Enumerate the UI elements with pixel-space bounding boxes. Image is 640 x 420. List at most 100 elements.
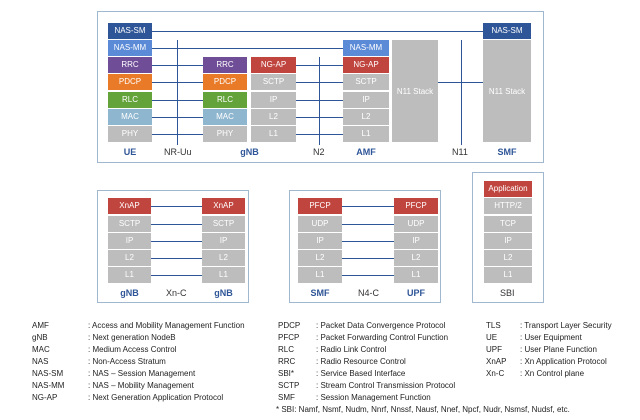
gnb-rlc: RLC xyxy=(203,92,247,108)
xn-left-xnap: XnAP xyxy=(108,198,151,214)
n11-link xyxy=(438,82,483,83)
legend-key: TLS xyxy=(486,321,501,330)
n4-mid-label: N4-C xyxy=(358,288,380,298)
legend-desc: : Session Management Function xyxy=(316,393,431,402)
legend-desc: : Non-Access Stratum xyxy=(88,357,166,366)
n2-divider xyxy=(319,57,320,145)
n4-link-3 xyxy=(342,241,394,242)
ue-nas-mm: NAS-MM xyxy=(108,40,152,56)
nruu-label: NR-Uu xyxy=(164,147,192,157)
xn-right-ip: IP xyxy=(202,233,245,249)
amf-sctp: SCTP xyxy=(343,74,389,90)
legend-key: gNB xyxy=(32,333,48,342)
n4-link-2 xyxy=(342,224,394,225)
smf-label: SMF xyxy=(497,147,517,157)
top-panel xyxy=(97,11,544,163)
legend-col-1: AMF: Access and Mobility Management Func… xyxy=(32,320,245,404)
legend-key: SBI* xyxy=(278,369,295,378)
sbi-l1: L1 xyxy=(484,267,532,283)
xn-right-l1: L1 xyxy=(202,267,245,283)
legend-desc: : NAS – Session Management xyxy=(88,369,196,378)
legend-desc: : User Plane Function xyxy=(520,345,597,354)
nruu-divider xyxy=(177,40,178,145)
gnb-label: gNB xyxy=(240,147,259,157)
sbi-ip: IP xyxy=(484,233,532,249)
legend-key: XnAP xyxy=(486,357,507,366)
legend-col-3: TLS : Transport Layer Security UE : User E… xyxy=(486,320,612,380)
gnb-l2: L2 xyxy=(251,109,296,125)
gnb-phy: PHY xyxy=(203,126,247,142)
n4-right-l1: L1 xyxy=(394,267,438,283)
legend-key: UE xyxy=(486,333,498,342)
xn-right-sctp: SCTP xyxy=(202,216,245,232)
xn-right-xnap: XnAP xyxy=(202,198,245,214)
n4-right-ip: IP xyxy=(394,233,438,249)
legend-desc: : Radio Resource Control xyxy=(316,357,406,366)
xn-left-l1: L1 xyxy=(108,267,151,283)
xn-left-label: gNB xyxy=(120,288,139,298)
legend-key: RRC xyxy=(278,357,296,366)
xn-right-label: gNB xyxy=(214,288,233,298)
n4-left-l2: L2 xyxy=(298,250,342,266)
legend-desc: : Xn Application Protocol xyxy=(520,357,607,366)
amf-label: AMF xyxy=(356,147,376,157)
ue-pdcp: PDCP xyxy=(108,74,152,90)
sbi-http2: HTTP/2 xyxy=(484,198,532,214)
amf-nas-mm: NAS-MM xyxy=(343,40,389,56)
sbi-application: Application xyxy=(484,181,532,197)
ue-rlc: RLC xyxy=(108,92,152,108)
legend-desc: : Transport Layer Security xyxy=(520,321,612,330)
ue-label: UE xyxy=(123,147,137,157)
legend-key: SMF xyxy=(278,393,295,402)
n4-left-ip: IP xyxy=(298,233,342,249)
sbi-l2: L2 xyxy=(484,250,532,266)
n4-right-label: UPF xyxy=(407,288,425,298)
xn-left-sctp: SCTP xyxy=(108,216,151,232)
legend-desc: : Packet Data Convergence Protocol xyxy=(316,321,446,330)
legend-desc: : Access and Mobility Management Functio… xyxy=(88,321,245,330)
gnb-pdcp: PDCP xyxy=(203,74,247,90)
legend-key: NG-AP xyxy=(32,393,58,402)
sbi-label: SBI xyxy=(500,288,515,298)
smf-nas-sm: NAS-SM xyxy=(483,23,531,39)
gnb-rrc: RRC xyxy=(203,57,247,73)
legend-desc: : Xn Control plane xyxy=(520,369,585,378)
xn-right-l2: L2 xyxy=(202,250,245,266)
gnb-mac: MAC xyxy=(203,109,247,125)
footnote: * SBI: Namf, Nsmf, Nudm, Nnrf, Nnssf, Na… xyxy=(276,405,570,414)
legend-col-2: PDCP: Packet Data Convergence Protocol P… xyxy=(278,320,455,404)
legend-desc: : Stream Control Transmission Protocol xyxy=(316,381,456,390)
gnb-ngap: NG-AP xyxy=(251,57,296,73)
gnb-sctp: SCTP xyxy=(251,74,296,90)
legend-key: NAS-MM xyxy=(32,381,65,390)
legend-desc: : Service Based Interface xyxy=(316,369,406,378)
n4-left-pfcp: PFCP xyxy=(298,198,342,214)
n4-left-label: SMF xyxy=(310,288,330,298)
ue-nas-sm: NAS-SM xyxy=(108,23,152,39)
ue-mac: MAC xyxy=(108,109,152,125)
sbi-tcp: TCP xyxy=(484,216,532,232)
xn-link-4 xyxy=(151,258,202,259)
amf-ngap: NG-AP xyxy=(343,57,389,73)
n4-link-5 xyxy=(342,275,394,276)
n4-link-4 xyxy=(342,258,394,259)
nas-sm-link xyxy=(151,31,483,32)
xn-mid-label: Xn-C xyxy=(166,288,187,298)
n4-left-udp: UDP xyxy=(298,216,342,232)
amf-ip: IP xyxy=(343,92,389,108)
xn-link-1 xyxy=(151,206,202,207)
gnb-l1: L1 xyxy=(251,126,296,142)
xn-left-ip: IP xyxy=(108,233,151,249)
legend-key: Xn-C xyxy=(486,369,505,378)
amf-l2: L2 xyxy=(343,109,389,125)
legend-key: UPF xyxy=(486,345,502,354)
n4-right-pfcp: PFCP xyxy=(394,198,438,214)
n4-right-l2: L2 xyxy=(394,250,438,266)
legend-desc: : User Equipment xyxy=(520,333,582,342)
n2-label: N2 xyxy=(313,147,325,157)
legend-key: NAS xyxy=(32,357,49,366)
nas-mm-link xyxy=(151,48,343,49)
legend-key: RLC xyxy=(278,345,295,354)
xn-link-5 xyxy=(151,275,202,276)
n4-left-l1: L1 xyxy=(298,267,342,283)
